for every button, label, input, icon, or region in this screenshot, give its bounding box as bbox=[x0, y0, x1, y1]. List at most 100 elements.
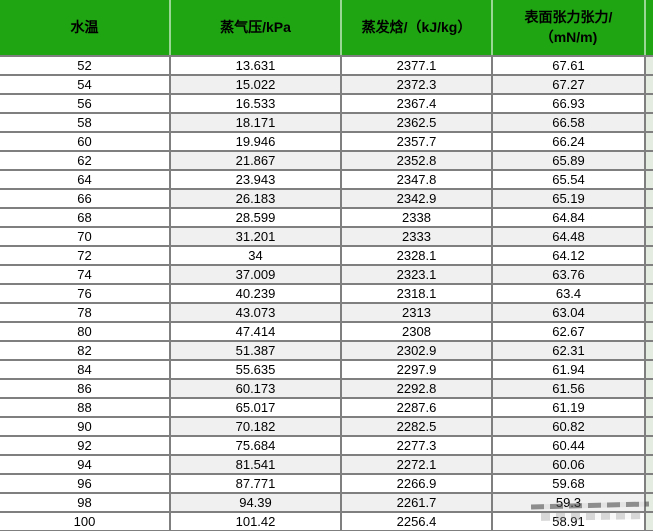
cell-vaporization-enthalpy: 2362.5 bbox=[340, 113, 493, 133]
cell-water-temp: 90 bbox=[0, 417, 171, 437]
cell-surface-tension: 59.68 bbox=[491, 474, 646, 494]
cell-surface-tension: 65.89 bbox=[491, 151, 646, 171]
table-row: 72 34 2328.1 64.12 bbox=[0, 246, 653, 266]
cell-vaporization-enthalpy: 2297.9 bbox=[340, 360, 493, 380]
cell-adjacent-column-sliver bbox=[644, 113, 653, 133]
cell-water-temp: 94 bbox=[0, 455, 171, 475]
cell-adjacent-column-sliver bbox=[644, 151, 653, 171]
cell-adjacent-column-sliver bbox=[644, 56, 653, 76]
cell-vaporization-enthalpy: 2342.9 bbox=[340, 189, 493, 209]
adjacent-column-header-sliver bbox=[644, 0, 653, 57]
cell-surface-tension: 62.67 bbox=[491, 322, 646, 342]
cell-adjacent-column-sliver bbox=[644, 398, 653, 418]
cell-adjacent-column-sliver bbox=[644, 132, 653, 152]
cell-surface-tension: 60.06 bbox=[491, 455, 646, 475]
cell-adjacent-column-sliver bbox=[644, 436, 653, 456]
cell-surface-tension: 65.19 bbox=[491, 189, 646, 209]
table-row: 86 60.173 2292.8 61.56 bbox=[0, 379, 653, 399]
cell-surface-tension: 66.24 bbox=[491, 132, 646, 152]
column-header-vapor-pressure: 蒸气压/kPa bbox=[169, 0, 341, 57]
cell-vaporization-enthalpy: 2318.1 bbox=[340, 284, 493, 304]
cell-vaporization-enthalpy: 2292.8 bbox=[340, 379, 493, 399]
cell-vaporization-enthalpy: 2377.1 bbox=[340, 56, 493, 76]
table-row: 70 31.201 2333 64.48 bbox=[0, 227, 653, 247]
cell-surface-tension: 64.84 bbox=[491, 208, 646, 228]
cell-vaporization-enthalpy: 2338 bbox=[340, 208, 493, 228]
cell-adjacent-column-sliver bbox=[644, 455, 653, 475]
table-row: 54 15.022 2372.3 67.27 bbox=[0, 75, 653, 95]
cell-vaporization-enthalpy: 2266.9 bbox=[340, 474, 493, 494]
cell-water-temp: 86 bbox=[0, 379, 171, 399]
cell-water-temp: 72 bbox=[0, 246, 171, 266]
cell-water-temp: 62 bbox=[0, 151, 171, 171]
cell-vapor-pressure: 37.009 bbox=[169, 265, 342, 285]
table-row: 52 13.631 2377.1 67.61 bbox=[0, 56, 653, 76]
cell-surface-tension: 66.58 bbox=[491, 113, 646, 133]
table-row: 92 75.684 2277.3 60.44 bbox=[0, 436, 653, 456]
cell-adjacent-column-sliver bbox=[644, 94, 653, 114]
cell-water-temp: 76 bbox=[0, 284, 171, 304]
cell-water-temp: 92 bbox=[0, 436, 171, 456]
cell-water-temp: 78 bbox=[0, 303, 171, 323]
cell-adjacent-column-sliver bbox=[644, 493, 653, 513]
cell-surface-tension: 66.93 bbox=[491, 94, 646, 114]
cell-surface-tension: 61.56 bbox=[491, 379, 646, 399]
table-row: 96 87.771 2266.9 59.68 bbox=[0, 474, 653, 494]
cell-vaporization-enthalpy: 2357.7 bbox=[340, 132, 493, 152]
table-row: 88 65.017 2287.6 61.19 bbox=[0, 398, 653, 418]
cell-surface-tension: 63.4 bbox=[491, 284, 646, 304]
cell-vapor-pressure: 75.684 bbox=[169, 436, 342, 456]
cell-water-temp: 70 bbox=[0, 227, 171, 247]
table-row: 82 51.387 2302.9 62.31 bbox=[0, 341, 653, 361]
cell-water-temp: 74 bbox=[0, 265, 171, 285]
cell-vapor-pressure: 101.42 bbox=[169, 512, 342, 531]
cell-vapor-pressure: 26.183 bbox=[169, 189, 342, 209]
table-row: 74 37.009 2323.1 63.76 bbox=[0, 265, 653, 285]
cell-water-temp: 64 bbox=[0, 170, 171, 190]
cell-vaporization-enthalpy: 2347.8 bbox=[340, 170, 493, 190]
cell-vapor-pressure: 34 bbox=[169, 246, 342, 266]
cell-vapor-pressure: 15.022 bbox=[169, 75, 342, 95]
cell-water-temp: 88 bbox=[0, 398, 171, 418]
cell-vaporization-enthalpy: 2328.1 bbox=[340, 246, 493, 266]
cell-vapor-pressure: 13.631 bbox=[169, 56, 342, 76]
cell-vapor-pressure: 40.239 bbox=[169, 284, 342, 304]
cell-surface-tension: 58.91 bbox=[491, 512, 646, 531]
cell-water-temp: 52 bbox=[0, 56, 171, 76]
table-row: 66 26.183 2342.9 65.19 bbox=[0, 189, 653, 209]
cell-vaporization-enthalpy: 2323.1 bbox=[340, 265, 493, 285]
cell-surface-tension: 67.27 bbox=[491, 75, 646, 95]
cell-vaporization-enthalpy: 2287.6 bbox=[340, 398, 493, 418]
cell-vapor-pressure: 47.414 bbox=[169, 322, 342, 342]
table-row: 60 19.946 2357.7 66.24 bbox=[0, 132, 653, 152]
cell-adjacent-column-sliver bbox=[644, 474, 653, 494]
cell-vapor-pressure: 94.39 bbox=[169, 493, 342, 513]
cell-vapor-pressure: 65.017 bbox=[169, 398, 342, 418]
cell-vapor-pressure: 60.173 bbox=[169, 379, 342, 399]
cell-adjacent-column-sliver bbox=[644, 417, 653, 437]
cell-vapor-pressure: 70.182 bbox=[169, 417, 342, 437]
cell-adjacent-column-sliver bbox=[644, 341, 653, 361]
cell-adjacent-column-sliver bbox=[644, 246, 653, 266]
cell-vapor-pressure: 23.943 bbox=[169, 170, 342, 190]
cell-water-temp: 84 bbox=[0, 360, 171, 380]
cell-water-temp: 54 bbox=[0, 75, 171, 95]
cell-adjacent-column-sliver bbox=[644, 303, 653, 323]
cell-water-temp: 68 bbox=[0, 208, 171, 228]
cell-adjacent-column-sliver bbox=[644, 322, 653, 342]
table-row: 64 23.943 2347.8 65.54 bbox=[0, 170, 653, 190]
cell-vaporization-enthalpy: 2313 bbox=[340, 303, 493, 323]
cell-water-temp: 100 bbox=[0, 512, 171, 531]
cell-vaporization-enthalpy: 2333 bbox=[340, 227, 493, 247]
cell-adjacent-column-sliver bbox=[644, 189, 653, 209]
table-row: 62 21.867 2352.8 65.89 bbox=[0, 151, 653, 171]
cell-vaporization-enthalpy: 2372.3 bbox=[340, 75, 493, 95]
cell-water-temp: 56 bbox=[0, 94, 171, 114]
table-row: 98 94.39 2261.7 59.3 bbox=[0, 493, 653, 513]
table-header: 水温 蒸气压/kPa 蒸发焓/（kJ/kg） 表面张力张力/（mN/m) bbox=[0, 0, 653, 57]
cell-adjacent-column-sliver bbox=[644, 265, 653, 285]
cell-vapor-pressure: 43.073 bbox=[169, 303, 342, 323]
cell-surface-tension: 63.04 bbox=[491, 303, 646, 323]
cell-vapor-pressure: 51.387 bbox=[169, 341, 342, 361]
cell-surface-tension: 61.94 bbox=[491, 360, 646, 380]
